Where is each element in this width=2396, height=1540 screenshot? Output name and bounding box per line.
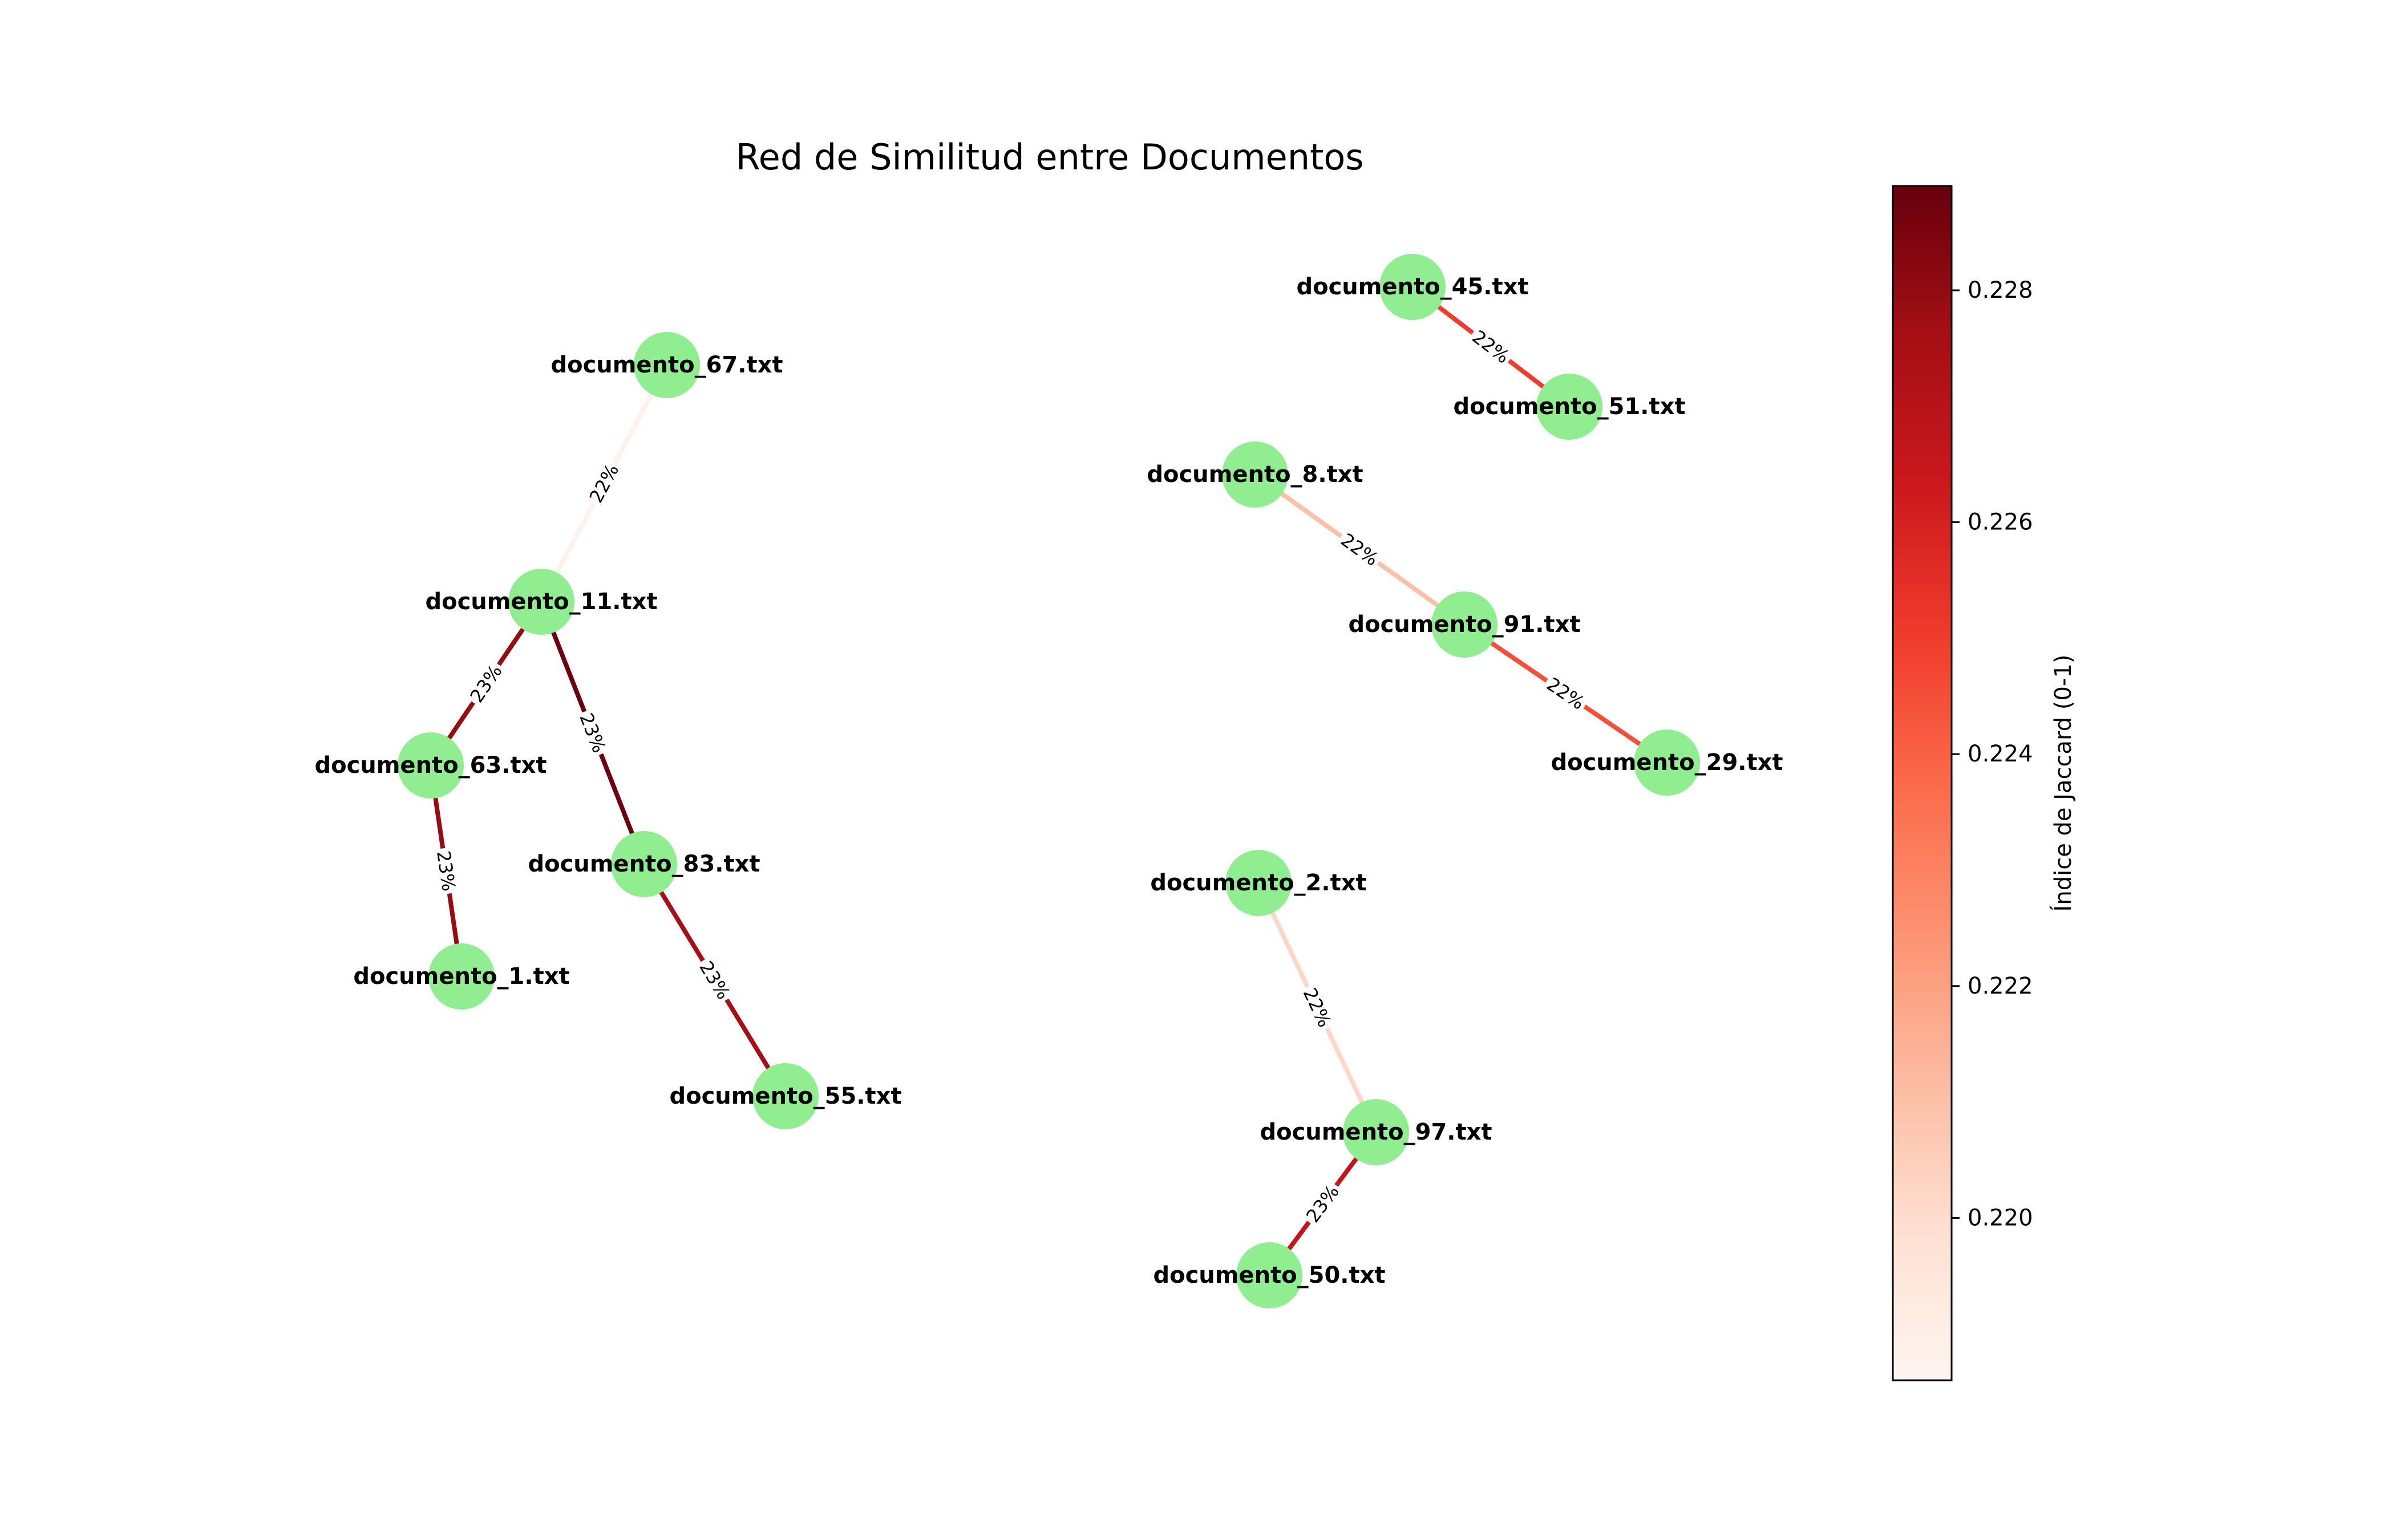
node-label: documento_2.txt [1150,870,1366,896]
node-documento_2 [1225,850,1292,916]
node-documento_1 [428,943,495,1010]
node-documento_11 [508,569,574,635]
chart-title: Red de Similitud entre Documentos [735,136,1363,178]
node-documento_50 [1236,1242,1302,1308]
node-documento_67 [634,332,700,398]
edge-label-background [1296,981,1338,1034]
node-label: documento_45.txt [1296,274,1528,300]
node-documento_97 [1343,1099,1409,1165]
edge-label-background [582,457,626,510]
edge-label-background [1540,670,1592,717]
node-documento_51 [1536,374,1602,440]
node-documento_63 [398,732,464,799]
node-documento_29 [1634,730,1700,796]
node-label: documento_1.txt [353,963,569,990]
nodes-layer: documento_67.txt documento_11.txt document… [314,254,1783,1308]
edge-labels-layer: 22%23%23%23%23%22%22%22%22%23% [430,323,1592,1230]
node-label: documento_50.txt [1153,1262,1385,1288]
node-label: documento_55.txt [669,1083,901,1109]
colorbar-tick-label: 0.226 [1968,509,2033,536]
colorbar-gradient [1892,185,1953,1381]
node-label: documento_97.txt [1260,1119,1492,1145]
node-label: documento_67.txt [551,352,783,378]
colorbar-tick-label: 0.220 [1968,1205,2033,1231]
node-label: documento_51.txt [1453,394,1685,420]
node-label: documento_8.txt [1147,461,1363,488]
colorbar-tick-label: 0.228 [1968,277,2033,303]
edge-label-background [572,707,613,759]
edge-label-background [430,846,462,895]
edge-label-background [1334,526,1386,573]
node-label: documento_11.txt [425,589,657,615]
edge-label-background [1298,1178,1347,1230]
colorbar: 0.220 0.222 0.224 0.226 0.228 Índice de Jacc… [1892,185,2077,1381]
node-label: documento_91.txt [1348,611,1580,638]
colorbar-label: Índice de Jaccard (0-1) [2049,655,2077,912]
node-label: documento_29.txt [1551,749,1783,776]
edge-label-background [463,658,509,710]
edge-label-background [1465,323,1517,371]
edge-label-background [692,954,738,1007]
node-documento_91 [1431,591,1498,658]
node-documento_83 [611,831,677,897]
node-label: documento_83.txt [528,851,760,877]
colorbar-tick-label: 0.224 [1968,741,2033,767]
node-documento_8 [1222,441,1288,508]
colorbar-tick-label: 0.222 [1968,973,2033,999]
node-documento_45 [1379,254,1446,320]
node-label: documento_63.txt [314,752,547,779]
node-documento_55 [752,1063,819,1129]
colorbar-ticks: 0.220 0.222 0.224 0.226 0.228 [1952,277,2033,1231]
